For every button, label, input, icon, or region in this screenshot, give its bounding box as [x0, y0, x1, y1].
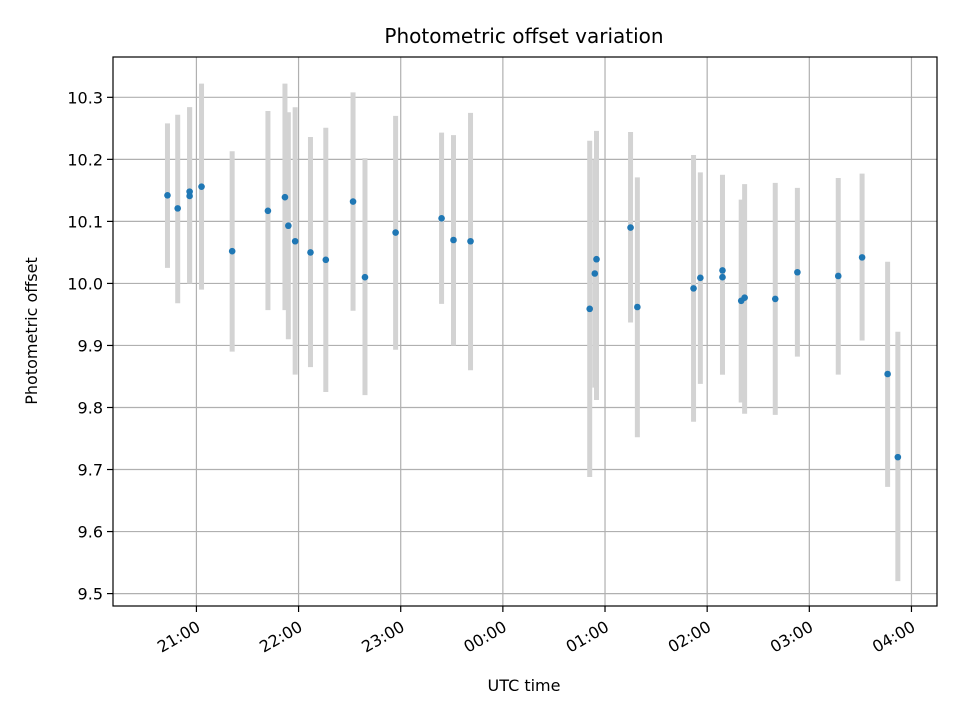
data-point [586, 305, 593, 313]
data-point [771, 295, 779, 303]
data-point [794, 268, 801, 276]
data-point [438, 214, 445, 222]
y-tick-label: 10.2 [67, 150, 103, 169]
data-point [264, 207, 272, 215]
plot-frame [112, 56, 938, 607]
data-point [634, 303, 641, 311]
data-point [467, 237, 474, 245]
data-point [361, 273, 369, 281]
data-point [627, 224, 634, 231]
data-point [593, 255, 600, 263]
y-tick-label: 10.3 [67, 88, 103, 107]
data-point [198, 183, 205, 190]
y-tick-label: 9.5 [78, 585, 103, 604]
data-point [349, 198, 357, 205]
data-point [450, 236, 457, 244]
data-point [307, 249, 314, 256]
data-point [591, 270, 599, 277]
data-point [884, 370, 891, 378]
chart-title: Photometric offset variation [384, 24, 663, 48]
y-axis-label: Photometric offset [22, 257, 41, 405]
x-axis-label: UTC time [488, 676, 561, 695]
data-point [164, 192, 171, 199]
y-tick-label: 9.8 [78, 398, 103, 417]
y-tick-label: 10.1 [67, 212, 103, 231]
y-tick-label: 9.7 [78, 461, 103, 480]
data-point [690, 285, 697, 292]
y-tick-label: 9.6 [78, 523, 103, 542]
data-point [697, 274, 704, 282]
y-axis-ticks: 9.5 9.6 9.7 9.8 9.9 10.0 10.1 10.2 10.3 [67, 88, 113, 604]
data-point [186, 192, 193, 200]
data-point [894, 453, 902, 461]
y-tick-label: 9.9 [78, 336, 103, 355]
data-point [858, 254, 866, 261]
data-markers [164, 183, 902, 461]
data-point [392, 229, 399, 236]
data-point [285, 222, 292, 230]
data-point [174, 205, 181, 212]
data-point [322, 256, 330, 264]
data-point [228, 247, 236, 255]
data-point [834, 272, 842, 280]
data-point [281, 193, 289, 201]
y-tick-label: 10.0 [67, 274, 103, 293]
data-point [719, 267, 726, 274]
data-point [719, 273, 726, 281]
data-point [741, 294, 748, 301]
data-point [291, 237, 299, 245]
